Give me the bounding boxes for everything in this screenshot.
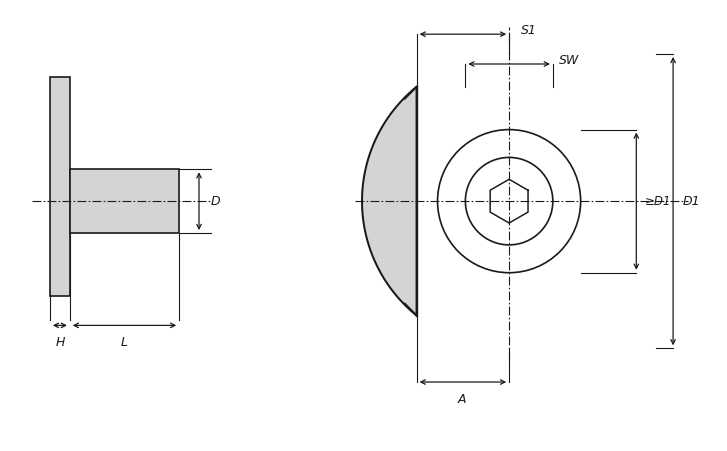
Text: L: L [121,336,128,349]
Text: S1: S1 [521,24,537,37]
Text: D1: D1 [683,195,701,207]
Text: A: A [458,393,467,406]
Text: ≥D1: ≥D1 [644,195,670,207]
Bar [50,77,70,295]
Text: H: H [55,336,65,349]
Text: SW: SW [559,54,579,67]
Bar [70,169,179,233]
Polygon shape [362,87,417,316]
Text: D: D [211,195,220,207]
